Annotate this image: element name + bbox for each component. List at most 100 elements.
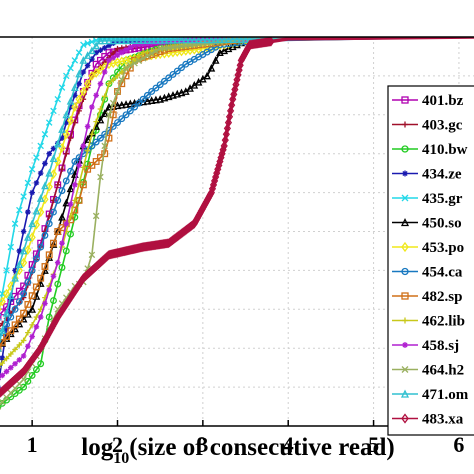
marker-triangle: [41, 181, 49, 190]
marker-square: [32, 283, 40, 291]
marker-x: [63, 72, 70, 80]
legend-label: 483.xa: [422, 412, 464, 428]
marker-triangle: [156, 94, 165, 103]
marker-circle: [58, 187, 66, 195]
marker-star: [46, 287, 53, 293]
marker-triangle: [92, 41, 101, 50]
legend-label: 464.h2: [422, 363, 464, 379]
marker-triangle: [70, 170, 79, 178]
marker-triangle: [143, 96, 152, 105]
x-tick-label: 3: [197, 432, 208, 457]
marker-triangle: [45, 168, 54, 177]
legend-item: 453.po: [392, 240, 464, 256]
marker-triangle: [6, 291, 15, 300]
marker-triangle: [173, 37, 182, 44]
marker-star: [42, 300, 48, 307]
marker-x: [54, 95, 62, 103]
marker-circle: [118, 115, 126, 123]
marker-triangle: [96, 37, 105, 45]
marker-triangle: [122, 37, 130, 45]
marker-star: [225, 37, 232, 42]
marker-triangle: [233, 37, 241, 43]
marker-x: [118, 76, 126, 84]
marker-triangle: [160, 37, 169, 44]
marker-square: [96, 56, 104, 64]
marker-triangle: [117, 37, 126, 45]
marker-plus: [72, 197, 78, 204]
marker-triangle: [15, 260, 24, 269]
marker-star: [63, 220, 70, 227]
marker-diamond: [267, 37, 275, 47]
marker-circle: [62, 247, 70, 255]
marker-triangle: [207, 63, 216, 72]
marker-square: [79, 181, 87, 189]
marker-plus: [72, 119, 78, 126]
marker-star: [101, 45, 108, 51]
marker-star: [16, 357, 23, 363]
legend-label: 458.sj: [422, 338, 459, 354]
marker-x: [88, 38, 96, 46]
marker-diamond: [265, 37, 273, 47]
marker-diamond: [62, 129, 70, 140]
marker-diamond: [24, 245, 32, 255]
marker-triangle: [49, 240, 58, 248]
marker-diamond: [71, 102, 79, 112]
marker-x: [84, 40, 91, 47]
marker-plus: [0, 360, 6, 366]
marker-star: [84, 123, 91, 130]
marker-plus: [67, 135, 74, 141]
marker-square: [37, 274, 45, 282]
marker-x: [75, 49, 83, 56]
marker-star: [204, 37, 210, 42]
marker-circle: [92, 138, 100, 146]
marker-triangle: [83, 51, 92, 59]
marker-circle: [165, 74, 173, 82]
marker-x: [37, 142, 44, 150]
marker-star: [89, 56, 95, 62]
marker-triangle: [147, 96, 156, 104]
marker-star: [29, 333, 35, 340]
marker-star: [67, 104, 74, 110]
marker-star: [12, 267, 18, 274]
marker-triangle: [66, 184, 75, 193]
marker-triangle: [105, 37, 113, 45]
marker-triangle: [66, 96, 75, 105]
legend-item: 458.sj: [392, 338, 459, 354]
marker-triangle: [58, 125, 66, 133]
marker-triangle: [203, 71, 211, 80]
marker-star: [106, 42, 112, 49]
marker-square: [7, 327, 15, 335]
x-tick-label: 1: [27, 432, 38, 457]
marker-star: [114, 52, 121, 58]
marker-plus: [402, 121, 408, 128]
marker-diamond: [96, 65, 105, 75]
marker-triangle: [83, 135, 92, 143]
x-tick-label: 6: [453, 432, 464, 457]
x-axis-title-rest: (size of consecutive read): [129, 434, 394, 461]
marker-triangle: [143, 37, 152, 44]
marker-triangle: [224, 37, 233, 44]
marker-x: [80, 41, 87, 49]
marker-star: [59, 240, 65, 246]
marker-triangle: [237, 37, 246, 43]
marker-x: [58, 84, 66, 91]
marker-diamond: [221, 135, 229, 145]
marker-triangle: [207, 37, 216, 44]
marker-circle: [54, 196, 62, 204]
marker-triangle: [96, 115, 105, 124]
marker-triangle: [152, 95, 160, 104]
marker-star: [221, 37, 227, 42]
marker-triangle: [113, 37, 122, 45]
marker-circle: [401, 267, 409, 276]
marker-plus: [59, 166, 65, 173]
marker-star: [72, 182, 78, 188]
marker-circle: [139, 95, 147, 103]
marker-circle: [20, 290, 28, 298]
marker-star: [76, 80, 82, 87]
legend-label: 454.ca: [422, 265, 463, 281]
marker-diamond: [266, 37, 274, 47]
marker-star: [72, 92, 78, 99]
marker-triangle: [126, 37, 135, 45]
marker-star: [110, 54, 117, 61]
marker-star: [93, 49, 99, 56]
